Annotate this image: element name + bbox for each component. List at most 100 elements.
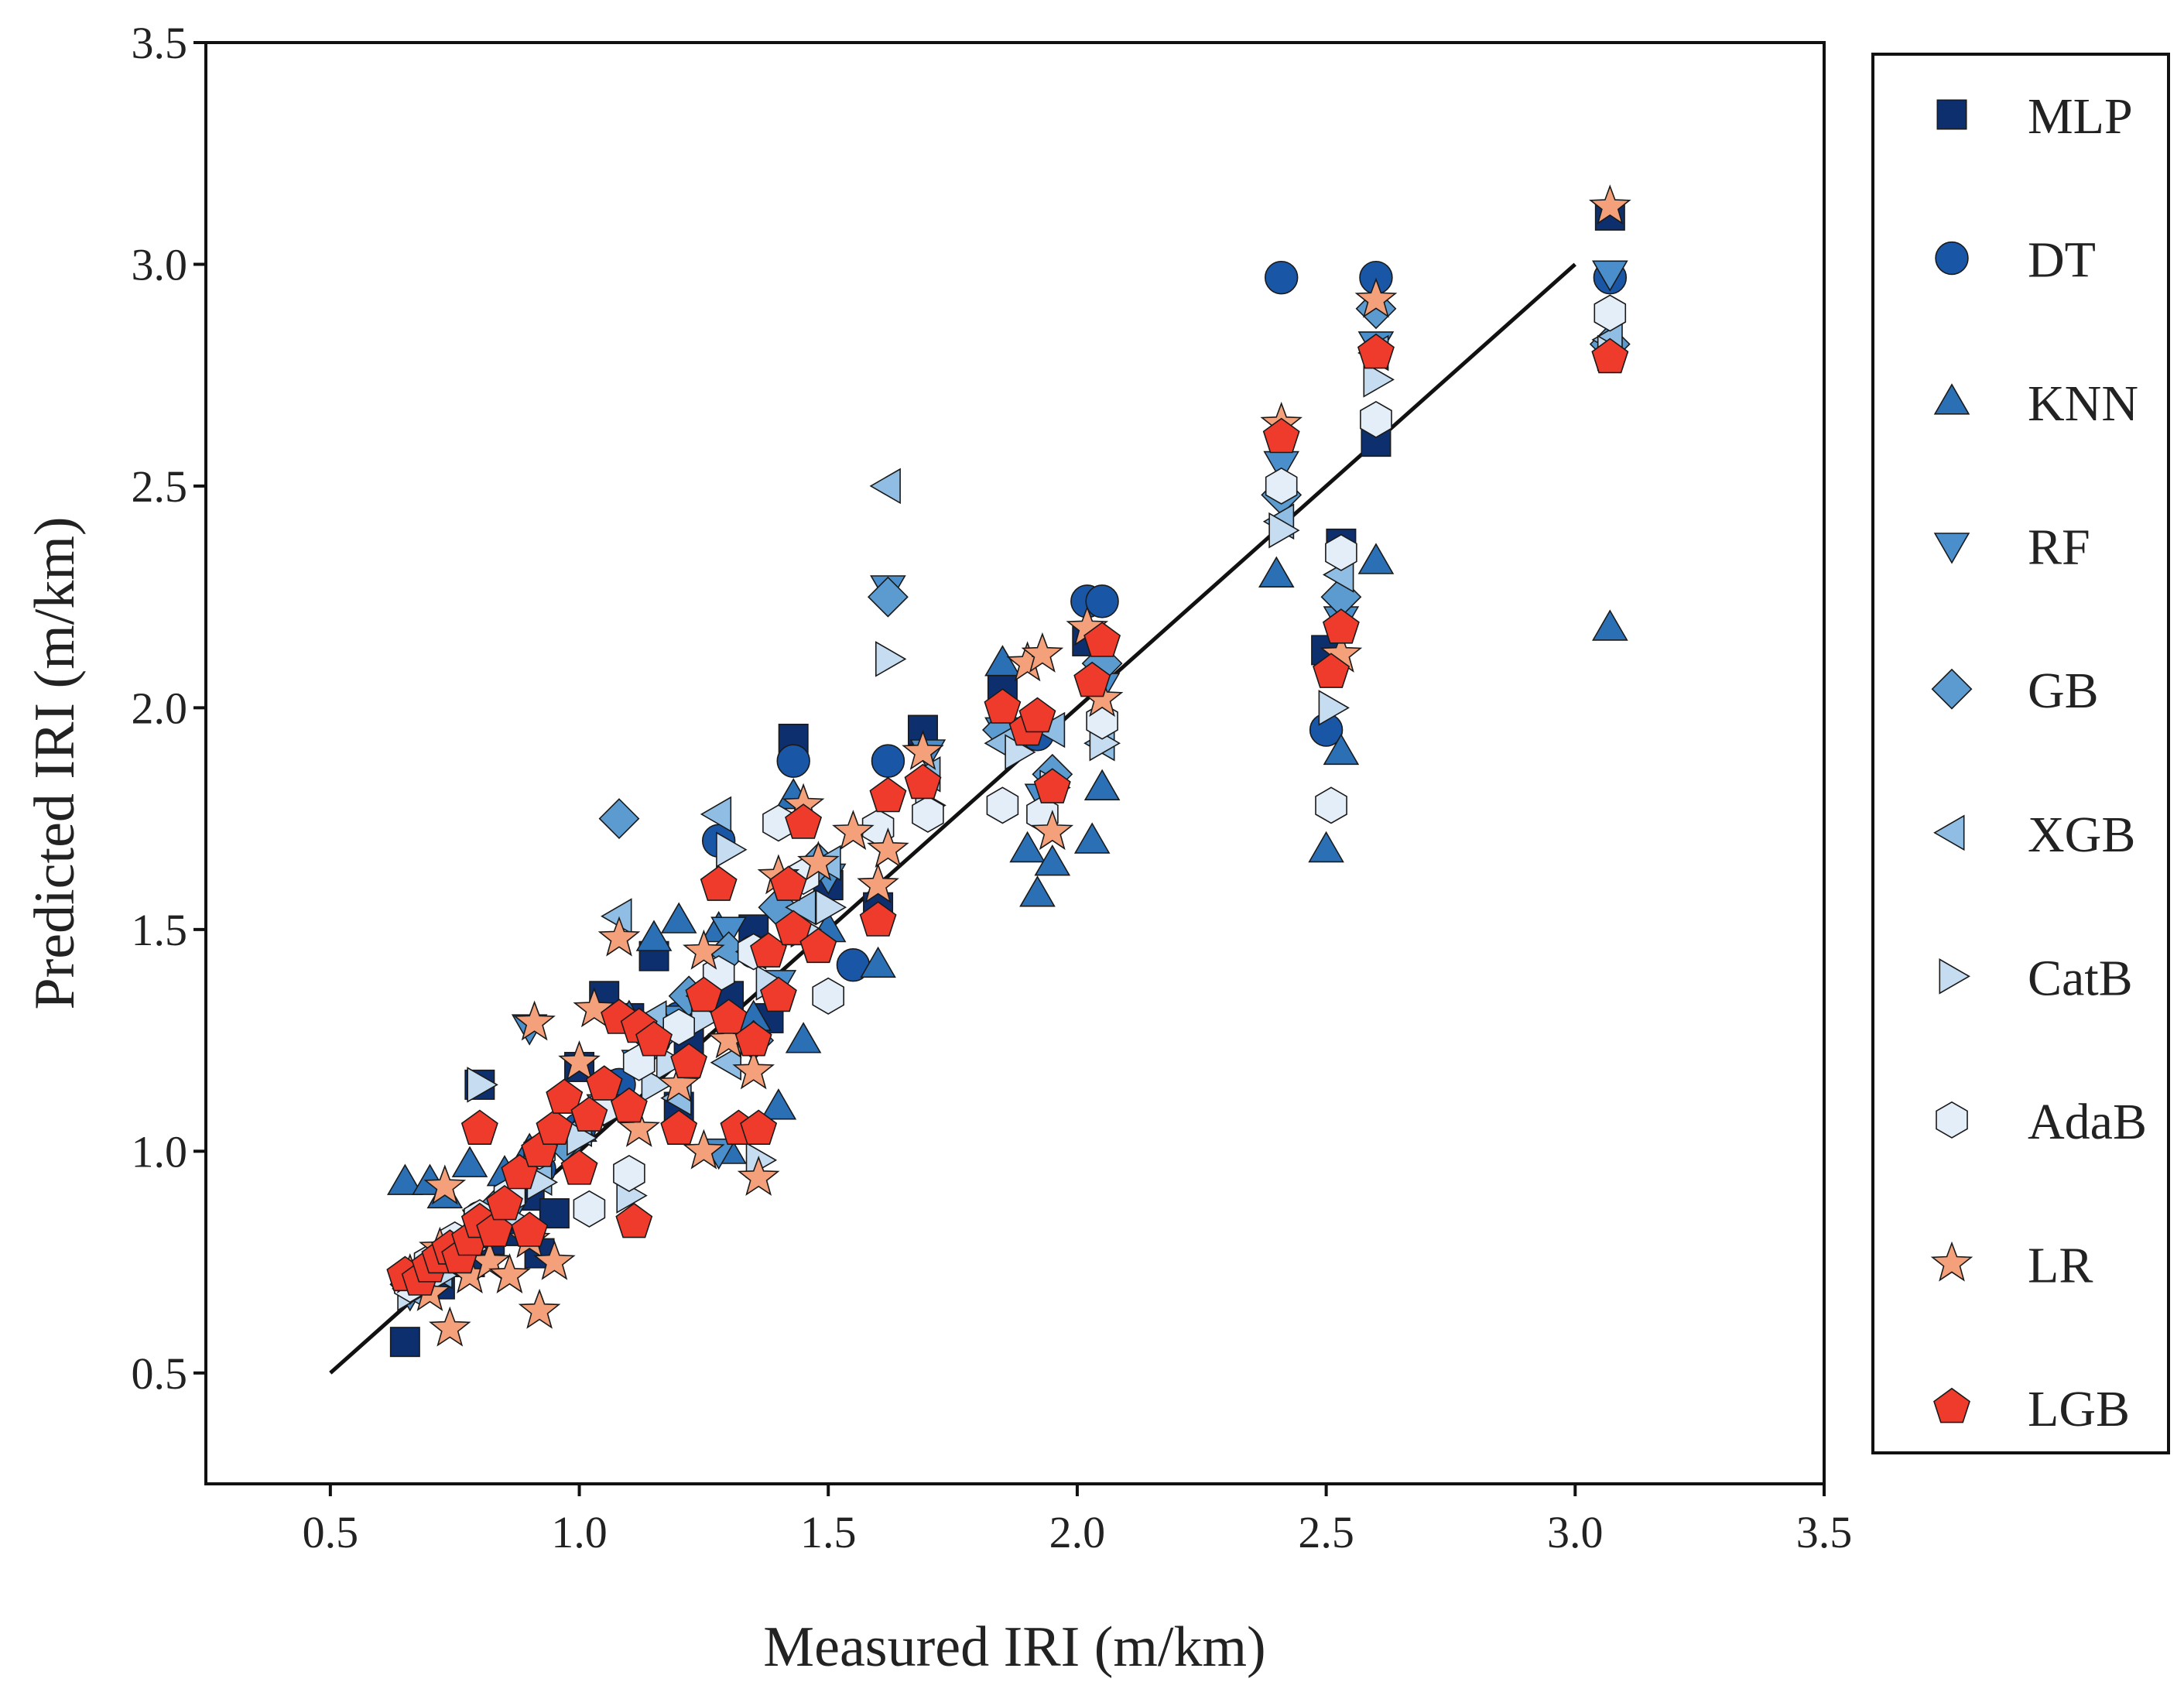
data-point-knn — [1083, 769, 1121, 800]
data-point-dt — [1085, 584, 1119, 618]
data-point-lgb — [1591, 337, 1629, 374]
data-point-lr — [1588, 184, 1631, 225]
data-point-lr — [573, 987, 616, 1028]
data-point-lgb — [734, 1020, 772, 1057]
data-points — [386, 184, 1631, 1358]
legend-marker-gb — [1931, 668, 1973, 710]
legend-label-rf: RF — [2028, 519, 2090, 576]
data-point-lgb — [615, 1202, 653, 1238]
x-tick-label: 1.5 — [800, 1507, 857, 1557]
legend-marker-lr — [1930, 1241, 1973, 1282]
data-point-lgb — [486, 1184, 523, 1221]
legend: MLP DT KNN RF GB XGB CatB AdaB LR LGB — [1871, 53, 2170, 1454]
y-tick-label: 2.0 — [132, 683, 188, 733]
x-tick-label: 2.5 — [1298, 1507, 1354, 1557]
data-point-adab — [1315, 786, 1347, 824]
legend-item-adab: AdaB — [1936, 1094, 2147, 1150]
x-axis-title: Measured IRI (m/km) — [763, 1615, 1265, 1679]
legend-item-dt: DT — [1935, 232, 2096, 289]
data-point-lr — [902, 729, 944, 770]
legend-label-lr: LR — [2028, 1237, 2093, 1293]
legend-marker-lgb — [1933, 1387, 1970, 1423]
data-point-gb — [867, 576, 909, 618]
legend-box — [1871, 53, 2170, 1454]
data-point-lgb — [869, 776, 907, 813]
data-point-catb — [1363, 361, 1395, 398]
data-point-lgb — [700, 865, 738, 901]
data-point-adab — [573, 1190, 606, 1228]
data-point-lgb — [1357, 333, 1395, 369]
data-point-knn — [1019, 875, 1056, 907]
legend-item-lgb: LGB — [1933, 1381, 2130, 1437]
data-point-knn — [451, 1146, 488, 1177]
data-point-knn — [387, 1163, 423, 1195]
data-point-knn — [1592, 609, 1628, 641]
data-point-adab — [613, 1154, 645, 1193]
x-tick-label: 0.5 — [303, 1507, 359, 1557]
data-point-adab — [1325, 533, 1357, 571]
y-tick-label: 3.5 — [132, 18, 188, 68]
data-point-lr — [737, 1155, 780, 1196]
legend-label-dt: DT — [2028, 232, 2096, 289]
legend-label-xgb: XGB — [2028, 807, 2135, 863]
x-tick-label: 1.0 — [551, 1507, 608, 1557]
legend-marker-knn — [1933, 383, 1970, 415]
data-point-knn — [1073, 822, 1111, 854]
data-point-knn — [984, 645, 1021, 677]
data-point-lr — [797, 841, 840, 882]
data-point-lgb — [1313, 653, 1350, 688]
legend-label-catb: CatB — [2028, 950, 2133, 1006]
y-tick-label: 3.0 — [132, 239, 188, 289]
data-point-lgb — [984, 688, 1022, 724]
data-point-lr — [513, 1000, 556, 1041]
y-tick-label: 2.5 — [132, 461, 188, 512]
x-tick-label: 3.0 — [1547, 1507, 1604, 1557]
legend-label-adab: AdaB — [2028, 1094, 2147, 1150]
data-point-lgb — [769, 865, 807, 901]
data-point-knn — [860, 946, 896, 978]
data-point-catb — [875, 641, 907, 677]
legend-label-gb: GB — [2028, 663, 2099, 719]
y-tick-label: 1.0 — [132, 1126, 188, 1177]
x-tick-label: 2.0 — [1049, 1507, 1106, 1557]
data-point-lgb — [585, 1065, 623, 1101]
data-point-lgb — [785, 803, 823, 839]
data-point-lgb — [904, 763, 942, 800]
data-point-adab — [986, 786, 1019, 824]
data-point-xgb — [869, 468, 901, 505]
legend-marker-mlp — [1936, 99, 1967, 130]
data-point-lgb — [660, 1109, 698, 1145]
legend-label-mlp: MLP — [2028, 88, 2133, 145]
legend-item-catb: CatB — [1939, 950, 2133, 1006]
data-point-catb — [641, 1067, 673, 1103]
legend-marker-rf — [1933, 533, 1970, 564]
data-point-lr — [1021, 632, 1064, 673]
data-point-knn — [1357, 543, 1395, 574]
data-point-lgb — [536, 1109, 573, 1145]
data-point-catb — [1268, 512, 1300, 549]
x-tick-label: 3.5 — [1796, 1507, 1853, 1557]
data-point-lr — [423, 1164, 467, 1205]
data-point-lr — [1354, 277, 1398, 318]
data-point-dt — [1265, 260, 1299, 295]
legend-item-knn: KNN — [1933, 375, 2138, 432]
data-point-lr — [429, 1306, 471, 1347]
data-point-knn — [1034, 844, 1071, 876]
legend-item-lr: LR — [1930, 1237, 2093, 1293]
legend-label-lgb: LGB — [2028, 1381, 2130, 1437]
data-point-lr — [732, 1049, 775, 1090]
data-point-adab — [1265, 467, 1298, 505]
data-point-lgb — [546, 1078, 584, 1114]
data-point-gb — [598, 798, 640, 840]
legend-item-mlp: MLP — [1936, 88, 2133, 145]
data-point-knn — [785, 1022, 822, 1053]
legend-item-gb: GB — [1931, 663, 2099, 719]
data-point-lgb — [759, 976, 797, 1012]
data-point-lgb — [1262, 417, 1300, 454]
data-point-lgb — [635, 1020, 673, 1057]
series-lgb — [386, 333, 1629, 1296]
legend-marker-dt — [1935, 241, 1969, 276]
data-point-xgb — [700, 796, 732, 833]
data-point-catb — [716, 831, 748, 868]
